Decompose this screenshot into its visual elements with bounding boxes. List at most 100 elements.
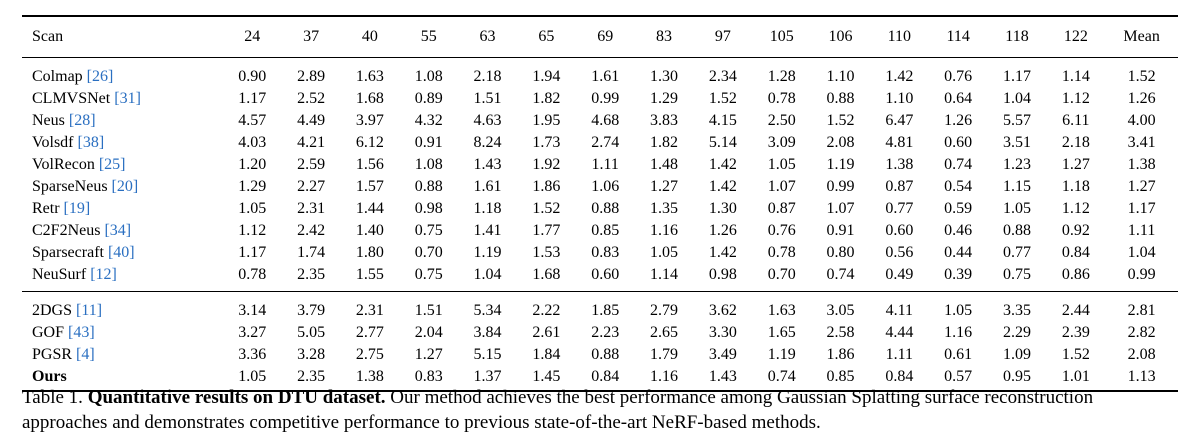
citation-link[interactable]: [19]	[63, 199, 91, 217]
header-scan-97: 97	[693, 15, 753, 58]
citation-link[interactable]: [4]	[76, 345, 95, 363]
citation-link[interactable]: [31]	[114, 89, 141, 107]
score-cell: 0.83	[399, 365, 459, 392]
score-cell: 0.49	[885, 265, 914, 283]
table-row: GOF [43] 3.27 5.05 2.77 2.04 3.84 2.61 2.23 2.65…	[22, 322, 1178, 344]
score-cell: 0.90	[238, 67, 267, 85]
citation-link[interactable]: [11]	[76, 301, 103, 319]
score-cell: 1.19	[473, 243, 502, 261]
score-cell: 5.57	[1003, 111, 1031, 129]
citation-link[interactable]: [28]	[68, 111, 96, 129]
score-cell: 0.88	[414, 177, 443, 195]
score-cell: 2.44	[1046, 290, 1106, 322]
table-header: Scan 24 37 40 55 63 65 69 83 97 105 106 110 114 118 122…	[22, 15, 1178, 58]
score-cell: 1.29	[238, 177, 267, 195]
citation-link[interactable]: [12]	[90, 265, 117, 283]
score-cell: 0.78	[767, 89, 796, 107]
score-cell: 1.17	[238, 243, 267, 261]
citation-link[interactable]: [25]	[98, 155, 126, 173]
score-cell: 1.29	[650, 89, 679, 107]
score-cell: 0.88	[826, 89, 855, 107]
score-cell: 1.27	[1127, 177, 1156, 195]
method-name: Colmap [26]	[22, 57, 223, 88]
header-scan-83: 83	[634, 15, 694, 58]
score-cell: 0.75	[414, 221, 443, 239]
score-cell: 1.16	[634, 365, 694, 392]
score-cell: 1.43	[473, 155, 502, 173]
citation-link[interactable]: [40]	[107, 243, 135, 261]
score-cell: 0.88	[591, 199, 620, 217]
method-label: SparseNeus	[32, 177, 112, 195]
score-cell: 1.05	[928, 290, 988, 322]
method-name: PGSR [4]	[22, 344, 223, 366]
score-cell: 0.59	[944, 199, 973, 217]
score-cell: 3.36	[238, 345, 267, 363]
score-cell: 0.75	[414, 265, 443, 283]
score-cell: 1.38	[340, 365, 400, 392]
score-cell: 3.14	[222, 290, 282, 322]
score-cell: 0.87	[767, 199, 796, 217]
score-cell: 1.12	[1061, 199, 1090, 217]
citation-link[interactable]: [34]	[104, 221, 132, 239]
score-cell: 1.51	[473, 89, 502, 107]
score-cell: 5.15	[473, 345, 502, 363]
score-cell: 3.83	[650, 111, 679, 129]
score-cell: 5.14	[708, 133, 737, 151]
score-cell: 2.04	[414, 323, 443, 341]
score-cell: 4.11	[869, 290, 929, 322]
score-cell: 1.12	[238, 221, 267, 239]
score-cell: 1.38	[885, 155, 914, 173]
results-table-container: Scan 24 37 40 55 63 65 69 83 97 105 106 110 114 118 122…	[22, 15, 1178, 392]
method-label: NeuSurf	[32, 265, 91, 283]
header-scan-63: 63	[458, 15, 517, 58]
score-cell: 0.80	[826, 243, 855, 261]
score-cell: 1.42	[708, 243, 737, 261]
score-cell: 1.04	[1127, 243, 1156, 261]
header-row: Scan 24 37 40 55 63 65 69 83 97 105 106 110 114 118 122…	[22, 15, 1178, 58]
score-cell: 1.38	[1127, 155, 1156, 173]
score-cell: 1.79	[650, 345, 679, 363]
score-cell: 1.18	[1061, 177, 1090, 195]
score-cell: 3.84	[473, 323, 502, 341]
score-cell: 2.42	[297, 221, 326, 239]
score-cell: 1.84	[532, 345, 561, 363]
score-cell: 5.34	[458, 290, 517, 322]
method-name: Sparsecraft [40]	[22, 242, 223, 264]
score-cell: 4.21	[297, 133, 326, 151]
score-cell: 0.75	[1003, 265, 1031, 283]
table-row: VolRecon [25] 1.20 2.59 1.56 1.08 1.43 1.92 1.1…	[22, 154, 1178, 176]
citation-link[interactable]: [20]	[111, 177, 139, 195]
gaussian-methods-group: 2DGS [11] 3.14 3.79 2.31 1.51 5.34 2.22 1.85 2.7…	[22, 290, 1178, 392]
score-cell: 1.61	[591, 67, 620, 85]
score-cell: 3.51	[1003, 133, 1031, 151]
score-cell: 0.99	[1127, 265, 1156, 283]
citation-link[interactable]: [26]	[86, 67, 114, 85]
score-cell: 0.77	[1003, 243, 1031, 261]
score-cell: 1.85	[575, 290, 635, 322]
score-cell: 2.74	[591, 133, 620, 151]
method-name: Neus [28]	[22, 110, 223, 132]
caption-text: Our method achieves the best performance…	[22, 387, 1094, 433]
score-cell: 0.99	[591, 89, 620, 107]
method-label: Retr	[32, 199, 64, 217]
score-cell: 1.06	[591, 177, 620, 195]
score-cell: 1.63	[752, 290, 812, 322]
score-cell: 1.15	[1003, 177, 1031, 195]
score-cell: 0.83	[591, 243, 620, 261]
score-cell: 0.44	[944, 243, 973, 261]
method-label: GOF	[32, 323, 69, 341]
table-row: Ours 1.05 2.35 1.38 0.83 1.37 1.45 0.84 1.16 1.43…	[22, 365, 1178, 392]
score-cell: 3.49	[708, 345, 737, 363]
score-cell: 0.77	[885, 199, 914, 217]
citation-link[interactable]: [43]	[68, 323, 95, 341]
score-cell: 1.51	[399, 290, 459, 322]
caption-title: Quantitative results on DTU dataset.	[87, 387, 386, 408]
score-cell: 8.24	[473, 133, 502, 151]
score-cell: 1.11	[885, 345, 914, 363]
score-cell: 1.11	[591, 155, 619, 173]
method-label: CLMVSNet	[32, 89, 115, 107]
citation-link[interactable]: [38]	[77, 133, 105, 151]
score-cell: 5.05	[297, 323, 326, 341]
header-scan: Scan	[22, 15, 223, 58]
score-cell: 2.08	[1127, 345, 1156, 363]
